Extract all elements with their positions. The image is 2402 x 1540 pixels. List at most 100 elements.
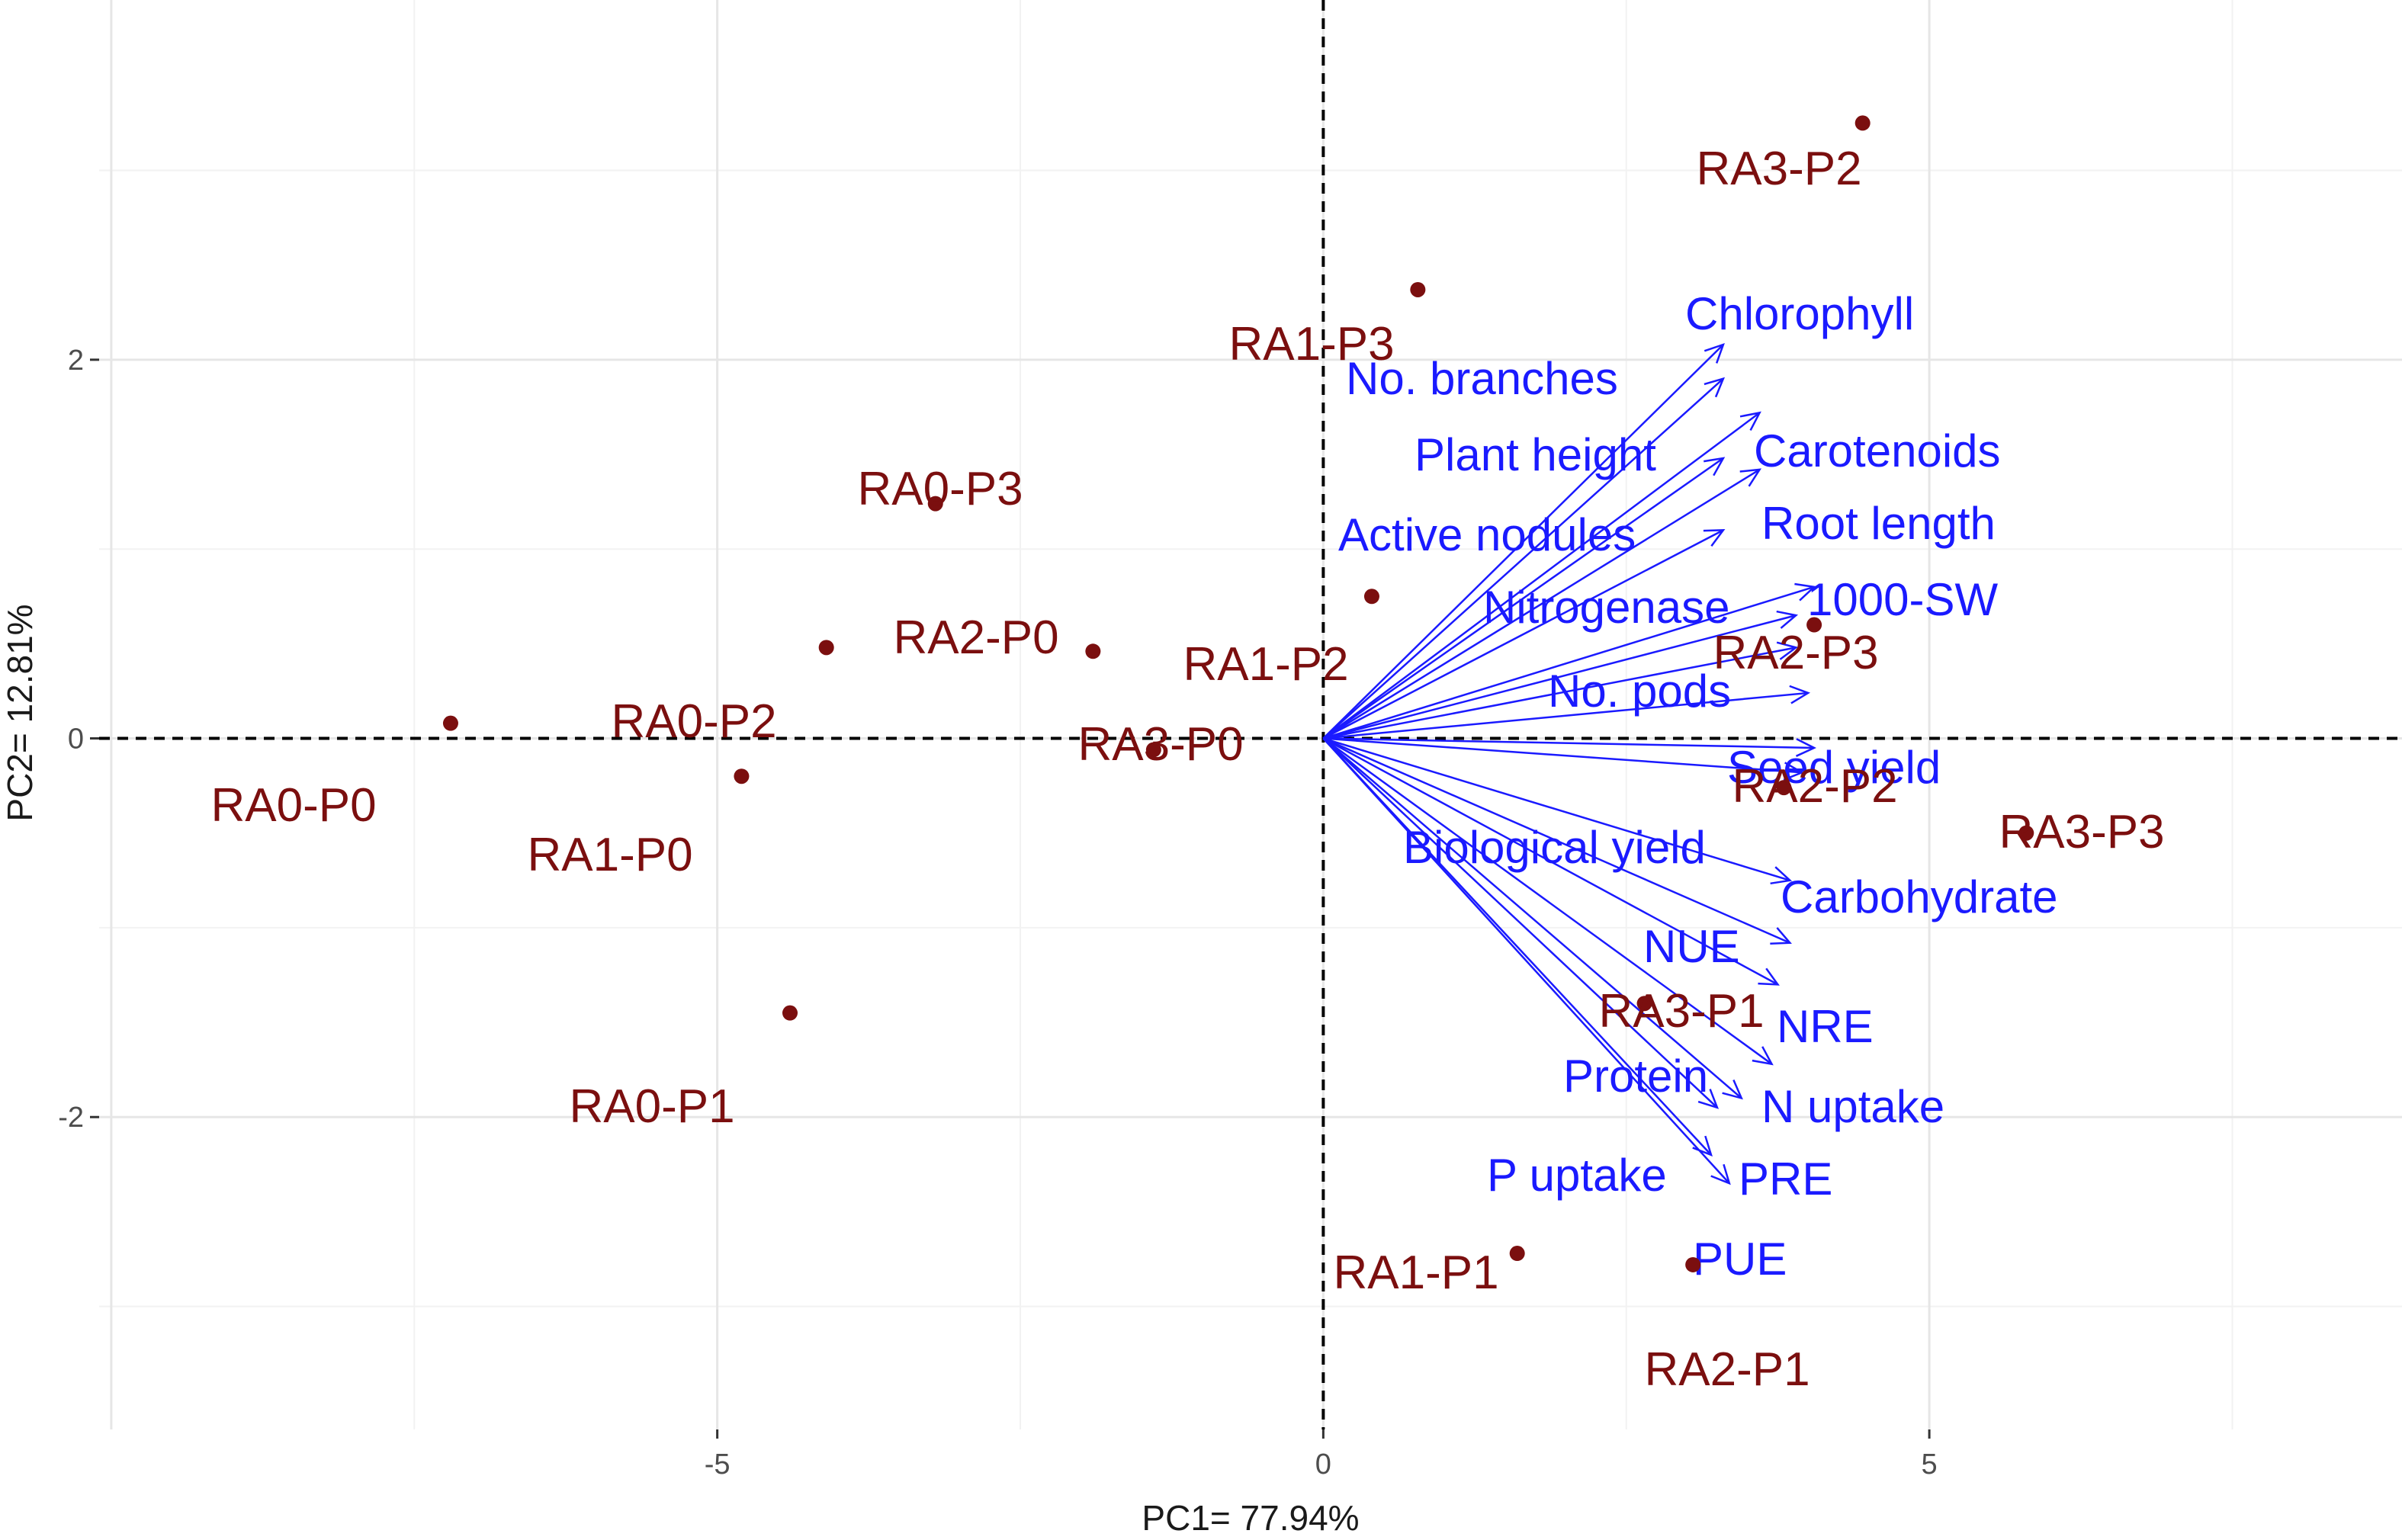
score-point [1363, 589, 1379, 605]
reference-lines [99, 0, 2402, 1429]
loading-arrow [1323, 646, 1797, 740]
loading-label: PUE [1693, 1234, 1787, 1285]
score-label: RA1-P3 [1228, 318, 1394, 371]
loading-arrowhead [1776, 610, 1799, 629]
loading-arrowhead [1722, 1080, 1743, 1100]
score-point [818, 640, 834, 656]
score-label: RA2-P1 [1644, 1343, 1810, 1396]
loading-arrowhead [1739, 411, 1761, 432]
score-point [2018, 825, 2034, 841]
x-axis-title: PC1= 77.94% [1142, 1498, 1359, 1538]
score-point [1145, 742, 1161, 758]
loading-arrowhead [1703, 529, 1726, 547]
loading-label: Carbohydrate [1781, 871, 2058, 922]
loading-arrow [1323, 614, 1797, 740]
loading-arrow [1322, 737, 1742, 1099]
loading-arrowhead [1697, 1089, 1720, 1109]
score-label: RA2-P3 [1713, 627, 1878, 679]
loading-label: Root length [1761, 498, 1996, 549]
loading-arrowhead [1783, 762, 1805, 781]
score-point [442, 715, 458, 731]
loading-arrow [1323, 737, 1790, 881]
loading-arrowhead [1739, 468, 1762, 487]
loading-arrows [1322, 342, 1816, 1185]
score-label: RA0-P3 [857, 463, 1023, 515]
score-point [1776, 780, 1792, 796]
loading-label: Active nodules [1338, 509, 1636, 560]
score-label: RA3-P3 [1999, 806, 2164, 858]
loading-arrow [1322, 737, 1718, 1108]
loading-label: No. branches [1346, 353, 1618, 404]
loading-label: P uptake [1487, 1150, 1667, 1201]
score-points [442, 115, 2034, 1272]
y-tick-label: 0 [68, 723, 84, 756]
loading-label: NUE [1643, 921, 1740, 972]
loading-label: Carotenoids [1754, 425, 2001, 476]
score-point [1085, 643, 1101, 659]
loading-arrowhead [1794, 582, 1816, 602]
score-label: RA0-P0 [210, 779, 376, 832]
score-point [927, 496, 943, 512]
loading-arrow [1322, 586, 1815, 740]
loading-label: N uptake [1761, 1081, 1944, 1132]
loading-arrowhead [1770, 927, 1792, 945]
score-label: RA1-P2 [1183, 638, 1348, 691]
loading-label: Seed yield [1727, 742, 1941, 793]
x-tick-label: 5 [1922, 1449, 1938, 1481]
loading-arrowhead [1710, 1163, 1731, 1185]
loading-arrow [1322, 529, 1724, 740]
loading-label: PRE [1739, 1153, 1832, 1205]
loading-label: Biological yield [1403, 822, 1706, 873]
loading-label: Protein [1563, 1051, 1708, 1102]
score-label: RA2-P2 [1732, 760, 1897, 813]
loading-arrowhead [1795, 738, 1816, 757]
score-point [1410, 281, 1426, 297]
loading-arrow [1322, 737, 1730, 1184]
score-point [1509, 1246, 1525, 1262]
loading-arrowhead [1789, 685, 1811, 704]
loading-arrow [1322, 457, 1724, 740]
x-tick-label: 0 [1315, 1449, 1331, 1481]
score-label: RA0-P1 [569, 1080, 734, 1133]
loading-arrow [1323, 737, 1815, 749]
score-point [1685, 1256, 1701, 1272]
score-label: RA3-P2 [1696, 143, 1861, 195]
score-label: RA2-P0 [893, 611, 1058, 664]
y-tick-label: -2 [58, 1102, 84, 1134]
loading-arrowhead [1758, 967, 1780, 986]
loading-arrow [1322, 737, 1779, 986]
x-tick-label: -5 [705, 1449, 731, 1481]
score-label: RA3-P0 [1077, 718, 1243, 771]
loading-arrowhead [1752, 1046, 1774, 1066]
loading-arrow [1322, 344, 1724, 740]
loading-label: 1000-SW [1807, 574, 1998, 625]
loading-arrow [1322, 377, 1724, 740]
loading-label: Chlorophyll [1685, 288, 1914, 339]
loading-arrowhead [1704, 342, 1725, 364]
loading-arrow [1322, 737, 1790, 944]
loading-labels: Chlorophyll No. branches Carotenoids Plant … [1338, 288, 2058, 1285]
loading-label: Plant height [1415, 429, 1656, 480]
score-point [1806, 617, 1822, 633]
loading-arrow [1323, 691, 1809, 740]
score-point [782, 1005, 798, 1021]
score-label: RA1-P1 [1333, 1246, 1498, 1299]
loading-label: No. pods [1548, 666, 1731, 717]
loading-arrow [1322, 468, 1761, 740]
loading-arrowhead [1704, 377, 1726, 398]
loading-label: Nitrogenase [1483, 582, 1730, 633]
score-point [1854, 115, 1871, 131]
score-label: RA3-P1 [1598, 985, 1764, 1038]
score-labels: RA0-P0 RA0-P1 RA0-P2 RA0-P3 RA1-P0 RA1-P1 RA1-… [210, 143, 2164, 1396]
loading-label: NRE [1777, 1001, 1874, 1052]
minor-gridlines [99, 0, 2402, 1429]
loading-arrowhead [1704, 457, 1726, 476]
score-point [734, 768, 750, 784]
score-point [1636, 996, 1652, 1012]
loading-arrow [1322, 412, 1761, 740]
y-axis-title: PC2= 12.81% [0, 604, 40, 821]
loading-arrowhead [1776, 641, 1799, 660]
loading-arrow [1323, 737, 1803, 774]
